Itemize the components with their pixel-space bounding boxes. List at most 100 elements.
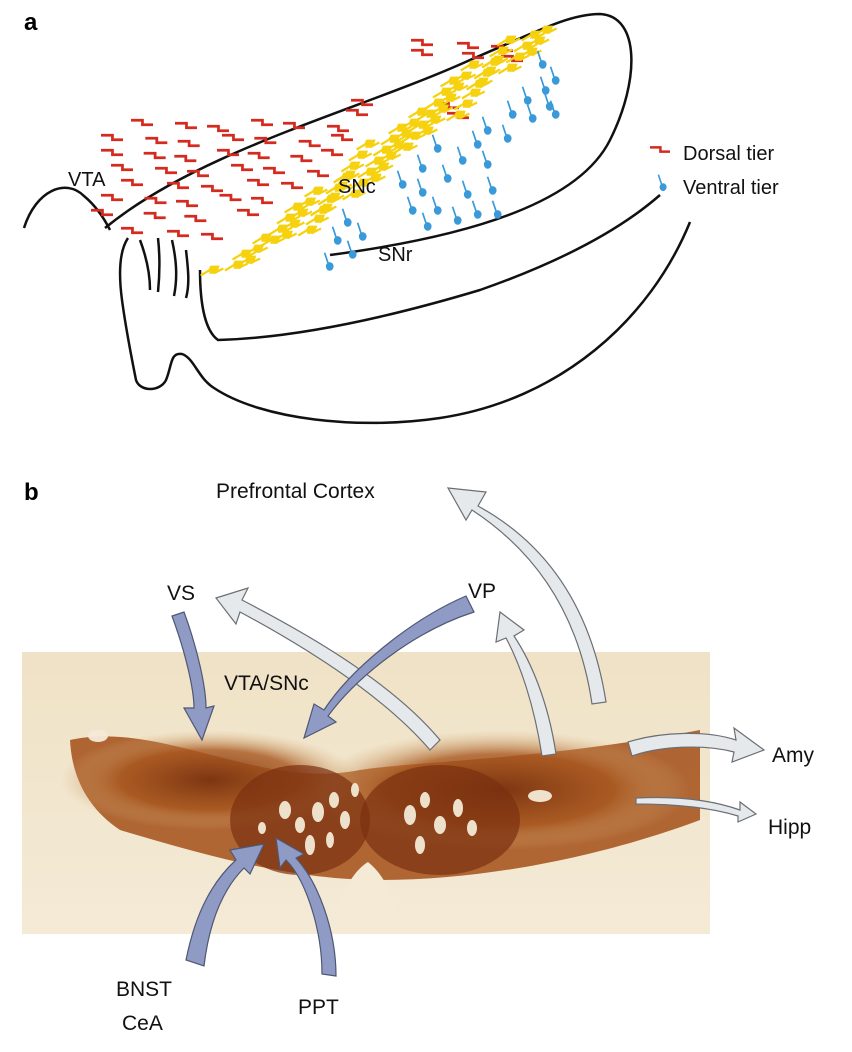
dorsal-cell-marker bbox=[201, 184, 223, 193]
dorsal-cell-marker bbox=[143, 151, 166, 160]
ventral-cell-marker bbox=[481, 150, 492, 170]
ventral-cell-marker bbox=[441, 164, 452, 184]
ventral-cell-marker bbox=[331, 226, 342, 246]
ventral-cell-marker bbox=[406, 196, 417, 216]
snc-cell-marker bbox=[348, 150, 373, 162]
dorsal-cell-marker bbox=[143, 211, 166, 220]
dorsal-cell-marker bbox=[247, 178, 269, 187]
arrow-to-amy bbox=[627, 726, 766, 763]
dorsal-cell-marker bbox=[251, 118, 273, 127]
dorsal-cell-marker bbox=[411, 48, 433, 57]
dorsal-cell-marker bbox=[91, 208, 113, 217]
ventral-cell-marker bbox=[521, 86, 532, 106]
ventral-cell-marker bbox=[431, 196, 442, 216]
midbrain-outline bbox=[22, 12, 692, 425]
cea-label: CeA bbox=[122, 1012, 163, 1035]
hipp-label: Hipp bbox=[768, 816, 811, 839]
ventral-cell-marker bbox=[491, 200, 502, 220]
arrow-from-ppt bbox=[275, 836, 337, 977]
vta-label: VTA bbox=[68, 169, 106, 191]
legend-dorsal-label: Dorsal tier bbox=[683, 143, 774, 165]
ventral-cell-marker bbox=[506, 100, 517, 120]
snc-cell-marker bbox=[200, 265, 224, 277]
dorsal-cell-marker bbox=[167, 229, 189, 238]
arrow-from-vs bbox=[171, 611, 215, 742]
ventral-cell-marker bbox=[481, 116, 492, 136]
output-arrows bbox=[214, 487, 766, 823]
dorsal-cell-marker bbox=[121, 178, 143, 187]
ventral-tier-cells bbox=[323, 50, 560, 272]
arrow-to-vs bbox=[214, 587, 441, 751]
ventral-legend-icon bbox=[657, 174, 667, 192]
arrow-from-bnst bbox=[185, 843, 266, 967]
ventral-cell-marker bbox=[341, 208, 352, 228]
ventral-cell-marker bbox=[539, 76, 550, 96]
ventral-cell-marker bbox=[431, 134, 442, 154]
dorsal-cell-marker bbox=[121, 226, 143, 235]
ventral-cell-marker bbox=[526, 104, 537, 124]
legend-ventral-label: Ventral tier bbox=[683, 177, 779, 199]
vta-snc-label: VTA/SNc bbox=[224, 672, 309, 695]
dorsal-cell-marker bbox=[144, 196, 167, 205]
snc-cell-marker bbox=[453, 99, 478, 111]
pfc-label: Prefrontal Cortex bbox=[216, 480, 375, 503]
panel-b-letter: b bbox=[24, 479, 39, 506]
ventral-cell-marker bbox=[346, 240, 357, 260]
dorsal-cell-marker bbox=[346, 108, 368, 117]
snc-cell-marker bbox=[297, 225, 322, 237]
arrow-from-vp bbox=[303, 595, 475, 740]
ventral-cell-marker bbox=[549, 66, 560, 86]
dorsal-cell-marker bbox=[327, 124, 349, 133]
arrow-to-pfc bbox=[446, 487, 607, 705]
dorsal-cell-marker bbox=[231, 163, 253, 172]
ventral-cell-marker bbox=[486, 176, 497, 196]
dorsal-cell-marker bbox=[307, 169, 329, 178]
dorsal-cell-marker bbox=[222, 133, 244, 142]
ventral-cell-marker bbox=[536, 50, 547, 70]
histology-section bbox=[22, 652, 710, 934]
dorsal-cell-marker bbox=[321, 148, 343, 157]
ventral-cell-marker bbox=[416, 154, 427, 174]
ppt-label: PPT bbox=[298, 996, 339, 1019]
vp-label: VP bbox=[468, 580, 496, 603]
dorsal-cell-marker bbox=[184, 214, 207, 223]
ventral-cell-marker bbox=[416, 178, 427, 198]
dorsal-cell-marker bbox=[298, 139, 321, 148]
snc-label: SNc bbox=[338, 176, 376, 198]
arrow-to-vp bbox=[495, 610, 557, 757]
ventral-cell-marker bbox=[471, 200, 482, 220]
arrow-to-hipp bbox=[635, 796, 758, 823]
dorsal-cell-marker bbox=[101, 193, 123, 202]
dorsal-cell-marker bbox=[176, 199, 198, 208]
snc-cell-marker bbox=[304, 186, 328, 198]
dorsal-cell-marker bbox=[101, 133, 123, 142]
dorsal-legend-icon bbox=[650, 146, 670, 153]
dorsal-cell-marker bbox=[174, 154, 197, 163]
ventral-cell-marker bbox=[471, 130, 482, 150]
dorsal-cell-marker bbox=[237, 208, 259, 217]
snc-cell-marker bbox=[340, 161, 365, 173]
bnst-label: BNST bbox=[116, 978, 172, 1001]
ventral-cell-marker bbox=[421, 212, 432, 232]
dorsal-cell-marker bbox=[290, 154, 313, 163]
amy-label: Amy bbox=[772, 744, 815, 767]
ventral-cell-marker bbox=[356, 222, 367, 242]
ventral-cell-marker bbox=[456, 146, 467, 166]
snc-cell-marker bbox=[305, 214, 330, 226]
dorsal-cell-marker bbox=[281, 181, 303, 190]
input-arrows bbox=[171, 595, 475, 977]
snr-label: SNr bbox=[378, 244, 413, 266]
dorsal-cell-marker bbox=[175, 121, 197, 130]
dorsal-cell-marker bbox=[101, 148, 123, 157]
dorsal-cell-marker bbox=[251, 196, 273, 205]
snc-yellow-cells bbox=[200, 25, 558, 277]
dorsal-cell-marker bbox=[155, 166, 177, 175]
ventral-cell-marker bbox=[461, 180, 472, 200]
snc-cell-marker bbox=[461, 88, 486, 100]
vs-label: VS bbox=[167, 582, 195, 605]
ventral-cell-marker bbox=[501, 124, 512, 144]
snc-cell-marker bbox=[356, 139, 380, 151]
legend: Dorsal tier Ventral tier bbox=[650, 143, 779, 199]
dorsal-cell-marker bbox=[177, 139, 200, 148]
